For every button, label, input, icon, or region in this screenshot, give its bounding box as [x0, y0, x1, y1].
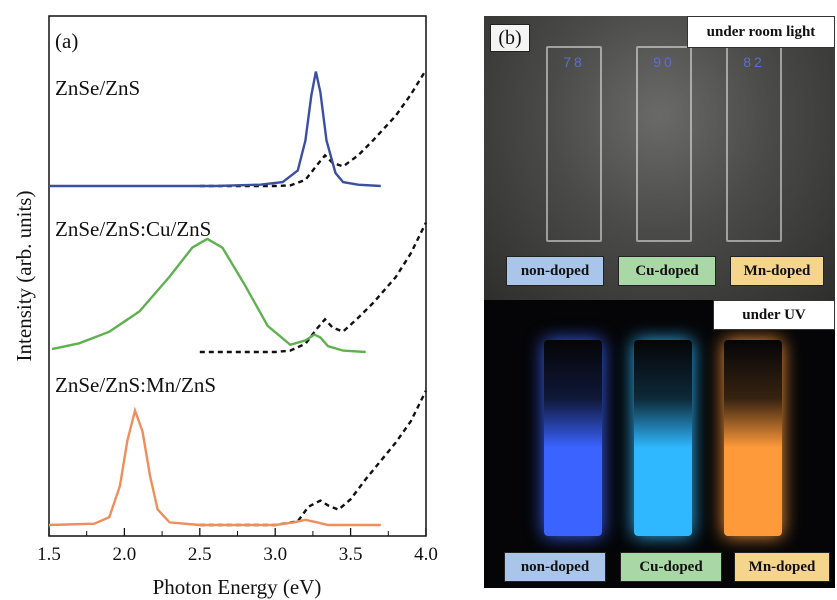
cuvette-cu-doped: 90: [636, 46, 692, 242]
series-label-cu-doped: ZnSe/ZnS:Cu/ZnS: [55, 217, 211, 241]
panel-label-b: (b): [490, 24, 530, 52]
panel-label-a: (a): [55, 29, 78, 53]
uv-photo: non-doped Cu-doped Mn-doped: [484, 300, 835, 588]
absorption-curve-3: [199, 390, 428, 527]
glow-cu-doped: [634, 340, 692, 536]
glow-mn-doped: [724, 340, 782, 536]
cuvette-non-doped: 78: [546, 46, 602, 242]
emission-curve-2: [51, 237, 366, 354]
cuvette-mn-doped: 82: [726, 46, 782, 242]
uv-caption: under UV: [713, 300, 835, 330]
cuvette-number-2: 90: [653, 54, 675, 70]
tag-mn-doped-top: Mn-doped: [730, 256, 824, 286]
series-label-mn-doped: ZnSe/ZnS:Mn/ZnS: [55, 373, 216, 397]
emission-curve-3: [48, 406, 381, 527]
room-light-photo: 78 90 82 non-doped Cu-doped Mn-doped: [484, 16, 835, 300]
x-tick-label-1: 2.0: [113, 544, 137, 565]
cuvette-number-3: 82: [743, 54, 765, 70]
tag-non-doped-top: non-doped: [506, 256, 604, 286]
x-ticks-group: 1.5 2.0 2.5 3.0 3.5 4.0: [37, 528, 438, 565]
x-tick-label-5: 4.0: [414, 544, 438, 565]
x-axis-title: Photon Energy (eV): [153, 575, 322, 599]
series-label-znse-zns: ZnSe/ZnS: [55, 76, 140, 100]
y-axis-title: Intensity (arb. units): [12, 191, 36, 362]
room-light-caption: under room light: [687, 16, 835, 48]
photo-panel: 78 90 82 non-doped Cu-doped Mn-doped non…: [484, 16, 835, 588]
tag-cu-doped-bottom: Cu-doped: [620, 552, 722, 582]
tag-non-doped-bottom: non-doped: [504, 552, 606, 582]
x-tick-label-0: 1.5: [37, 544, 61, 565]
absorption-curve-2: [199, 221, 428, 354]
cuvette-number-1: 78: [563, 54, 585, 70]
x-tick-label-2: 2.5: [188, 544, 212, 565]
emission-curve-1: [49, 71, 381, 188]
tag-mn-doped-bottom: Mn-doped: [734, 552, 830, 582]
x-tick-label-4: 3.5: [339, 544, 363, 565]
glow-non-doped: [544, 340, 602, 536]
series-group: [48, 69, 428, 527]
tag-cu-doped-top: Cu-doped: [618, 256, 716, 286]
spectra-panel: (a) Photon Energy (eV) Intensity (arb. u…: [12, 15, 438, 599]
spectra-chart: (a) Photon Energy (eV) Intensity (arb. u…: [12, 15, 438, 599]
x-tick-label-3: 3.0: [263, 544, 287, 565]
